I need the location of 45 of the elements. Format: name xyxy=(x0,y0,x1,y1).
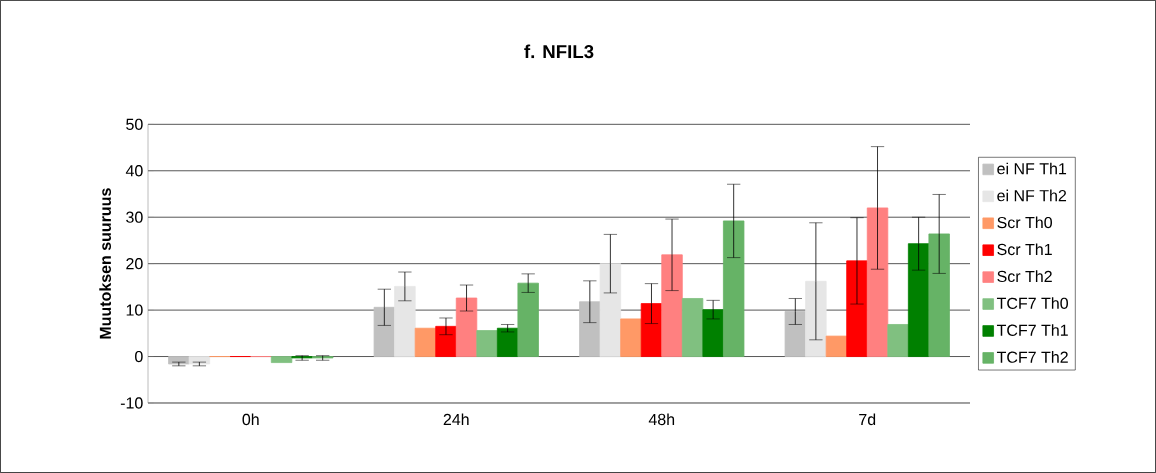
bar xyxy=(846,260,868,357)
bar xyxy=(414,327,437,357)
bar xyxy=(373,306,396,357)
bar xyxy=(579,301,601,357)
bar xyxy=(825,335,848,357)
bar xyxy=(517,282,539,357)
bar xyxy=(435,325,457,357)
y-axis-title: Muutoksen suuruus xyxy=(99,188,112,339)
x-tick-label: 7d xyxy=(859,413,876,426)
y-tick-label: 40 xyxy=(125,165,143,177)
legend-label: TCF7 Th1 xyxy=(996,324,1068,336)
bar xyxy=(723,220,745,357)
legend-label: TCF7 Th0 xyxy=(996,297,1068,309)
chart-title: f. NFIL3 xyxy=(524,44,594,59)
y-tick-label: 10 xyxy=(126,304,143,316)
bar xyxy=(702,309,724,357)
legend-label: ei NF Th2 xyxy=(997,189,1067,202)
y-tick-label: 20 xyxy=(126,258,143,270)
y-tick-label: 0 xyxy=(135,350,143,363)
bar xyxy=(270,356,293,363)
bar xyxy=(620,318,642,357)
y-tick-label: -10 xyxy=(120,397,143,409)
bar xyxy=(784,311,806,357)
bar xyxy=(681,298,704,357)
bar xyxy=(887,324,909,357)
bar xyxy=(866,207,889,357)
legend-label: Scr Th0 xyxy=(997,216,1052,229)
bar xyxy=(455,297,478,357)
y-tick-label: 30 xyxy=(126,211,143,223)
x-tick-label: 48h xyxy=(648,413,675,426)
legend-label: ei NF Th1 xyxy=(997,162,1067,175)
legend-label: Scr Th1 xyxy=(997,243,1052,256)
bar xyxy=(640,303,663,357)
legend-label: TCF7 Th2 xyxy=(996,351,1068,363)
bar xyxy=(496,327,519,357)
legend-label: Scr Th2 xyxy=(997,270,1052,283)
bar xyxy=(928,233,950,357)
bar xyxy=(599,263,622,357)
bar xyxy=(394,286,416,357)
bar xyxy=(661,254,683,357)
y-tick-label: 50 xyxy=(126,118,143,130)
x-tick-label: 24h xyxy=(443,413,469,425)
bar xyxy=(476,330,498,357)
x-tick-label: 0h xyxy=(242,413,259,426)
bar xyxy=(907,243,930,357)
